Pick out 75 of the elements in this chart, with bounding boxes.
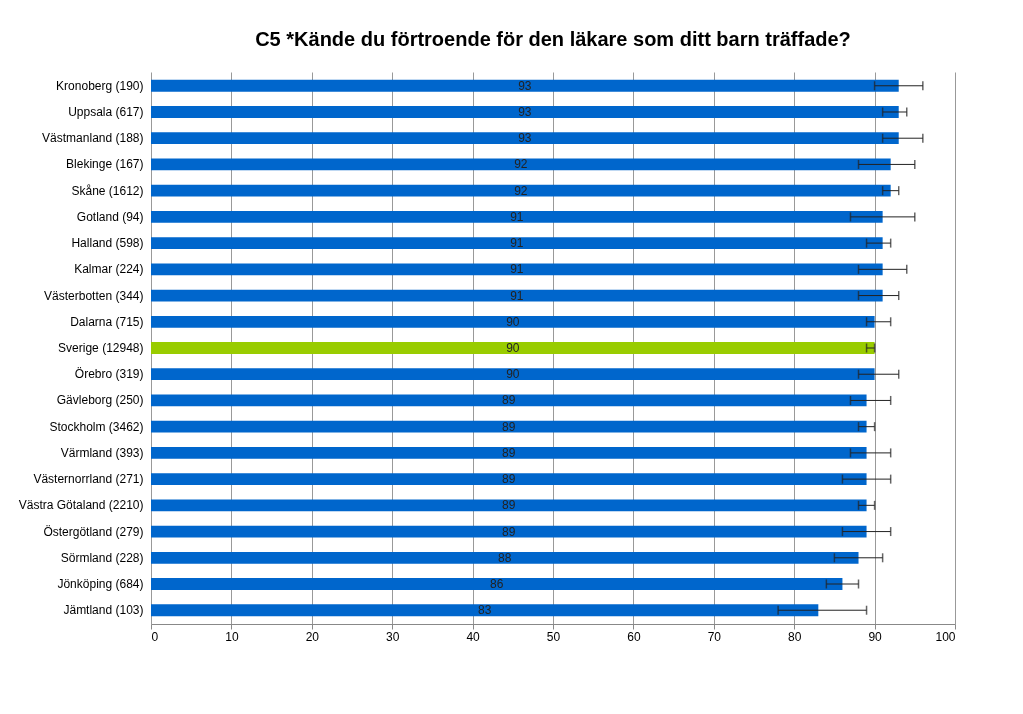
bar — [151, 342, 875, 354]
bar — [151, 499, 867, 512]
data-label: 89 — [502, 419, 516, 434]
y-tick-label: Kronoberg (190) — [56, 78, 144, 93]
data-label: 93 — [518, 104, 532, 119]
data-label: 86 — [490, 577, 504, 592]
data-label: 89 — [502, 393, 516, 408]
y-tick-label: Värmland (393) — [60, 445, 144, 460]
data-label: 91 — [510, 209, 524, 224]
data-label: 93 — [518, 78, 532, 93]
y-tick-label: Västernorrland (271) — [33, 472, 144, 487]
y-tick-label: Kalmar (224) — [74, 262, 144, 277]
bar — [151, 79, 899, 92]
y-tick-label: Uppsala (617) — [68, 104, 144, 119]
chart-title: C5 *Kände du förtroende för den läkare som ditt barn träffade? — [255, 28, 851, 50]
bar — [151, 315, 875, 328]
y-tick-label: Örebro (319) — [74, 367, 144, 382]
bar — [151, 394, 867, 407]
data-label: 91 — [510, 288, 524, 303]
x-tick-label: 50 — [546, 629, 561, 644]
bar — [151, 106, 899, 118]
x-tick-label: 30 — [386, 629, 400, 644]
y-tick-label: Gotland (94) — [76, 209, 144, 224]
y-tick-label: Gävleborg (250) — [56, 393, 144, 408]
bar — [151, 184, 891, 197]
data-label: 88 — [498, 550, 512, 565]
data-label: 89 — [502, 524, 516, 539]
bar — [151, 210, 883, 223]
x-tick-label: 10 — [225, 629, 239, 644]
data-label: 91 — [510, 236, 524, 251]
data-label: 89 — [502, 498, 516, 513]
bar — [151, 158, 891, 171]
y-tick-label: Dalarna (715) — [70, 314, 144, 329]
y-tick-label: Sörmland (228) — [60, 550, 144, 565]
data-label: 83 — [477, 603, 492, 618]
bar — [151, 132, 899, 145]
y-tick-label: Stockholm (3462) — [49, 419, 144, 434]
y-tick-label: Skåne (1612) — [71, 183, 144, 198]
x-tick-label: 60 — [627, 629, 641, 644]
x-tick-label: 70 — [707, 629, 722, 644]
bar — [151, 578, 843, 590]
bar — [151, 263, 883, 276]
y-tick-label: Blekinge (167) — [66, 157, 144, 172]
y-tick-label: Sverige (12948) — [58, 341, 144, 355]
bar — [151, 473, 867, 486]
y-tick-label: Västra Götaland (2210) — [18, 498, 144, 513]
data-label: 89 — [502, 445, 516, 460]
bar — [151, 551, 859, 564]
bar — [151, 237, 883, 250]
x-tick-label: 40 — [466, 629, 481, 644]
y-tick-label: Jönköping (684) — [57, 577, 144, 592]
x-tick-label: 100 — [935, 629, 956, 644]
data-label: 90 — [506, 314, 520, 329]
bar — [151, 525, 867, 538]
data-label: 89 — [502, 472, 516, 487]
data-label: 93 — [518, 131, 532, 146]
data-label: 91 — [510, 262, 524, 277]
bar — [151, 420, 867, 433]
x-tick-label: 90 — [868, 629, 883, 644]
y-tick-label: Västmanland (188) — [42, 131, 144, 146]
data-label: 92 — [514, 183, 528, 198]
y-tick-label: Östergötland (279) — [43, 524, 144, 539]
x-tick-label: 0 — [151, 629, 159, 644]
data-label: 90 — [506, 367, 520, 382]
x-tick-label: 80 — [788, 629, 802, 644]
y-tick-label: Halland (598) — [71, 236, 144, 251]
data-label: 90 — [506, 341, 520, 355]
y-tick-label: Jämtland (103) — [63, 603, 144, 618]
x-tick-label: 20 — [305, 629, 320, 644]
bar — [151, 368, 875, 381]
data-label: 92 — [514, 157, 528, 172]
bar — [151, 289, 883, 302]
y-tick-label: Västerbotten (344) — [44, 288, 144, 303]
bar — [151, 446, 867, 459]
bar — [151, 604, 819, 617]
